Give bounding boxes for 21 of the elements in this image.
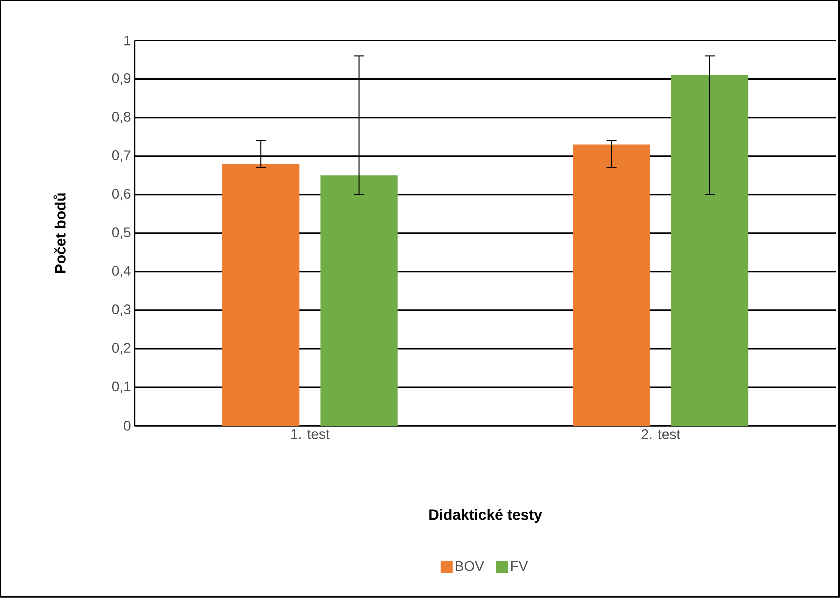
bar (573, 144, 650, 426)
y-tick-label: 0,4 (112, 266, 131, 278)
y-tick-label: 0,5 (112, 228, 131, 240)
y-tick-label: 0,6 (112, 189, 131, 201)
y-tick-label: 0,7 (112, 150, 131, 162)
y-tick-label: 0,9 (112, 74, 131, 86)
legend-label: FV (512, 562, 528, 572)
y-tick-label: 1 (124, 36, 131, 46)
y-tick-label: 0 (124, 421, 131, 432)
bar (222, 164, 300, 426)
y-axis-title: Počet bodů (54, 194, 66, 274)
legend-label: BOV (456, 561, 484, 572)
x-tick-label: 2. test (642, 430, 680, 440)
y-tick-label: 0,1 (112, 382, 131, 394)
x-axis-title: Didaktické testy (430, 509, 542, 524)
bar (671, 76, 749, 426)
x-tick-label: 1. test (292, 430, 330, 440)
y-tick-label: 0,3 (112, 304, 131, 316)
y-tick-label: 0,2 (112, 343, 131, 355)
y-tick-label: 0,8 (112, 112, 131, 124)
bar (320, 176, 398, 426)
